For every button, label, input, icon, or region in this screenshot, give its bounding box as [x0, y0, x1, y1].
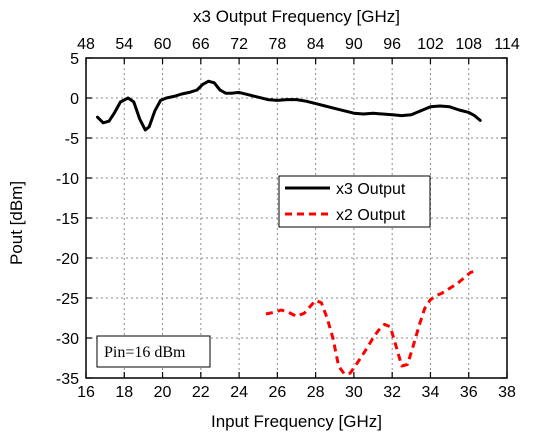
series-line-x3-output: [96, 79, 482, 132]
x-tick-label: 18: [115, 384, 133, 401]
legend: x3 Output x2 Output: [278, 175, 431, 228]
y-tick-label: -35: [56, 371, 79, 388]
x2-tick-label: 60: [154, 36, 172, 53]
x-tick-label: 36: [460, 384, 478, 401]
plot-series: [96, 79, 482, 376]
x-tick-label: 30: [345, 384, 363, 401]
x-tick-label: 16: [77, 384, 95, 401]
y-axis-title: Pout [dBm]: [7, 181, 26, 265]
y-tick-label: -20: [56, 251, 79, 268]
ticks: 16 18 20 22 24 26 28 30 32 34 36 38 48 54 60 66 72 78 84 90…: [56, 36, 520, 401]
x2-tick-label: 84: [307, 36, 325, 53]
x2-tick-label: 72: [230, 36, 248, 53]
x-tick-label: 34: [422, 384, 440, 401]
x2-tick-label: 48: [77, 36, 95, 53]
series-line-x2-output: [265, 269, 477, 376]
x2-tick-label: 108: [455, 36, 482, 53]
y-tick-label: 0: [70, 91, 79, 108]
annotation-text: Pin=16 dBm: [104, 344, 186, 361]
x-tick-label: 32: [383, 384, 401, 401]
y-tick-label: -25: [56, 291, 79, 308]
x2-tick-label: 54: [115, 36, 133, 53]
x2-tick-label: 66: [192, 36, 210, 53]
y-tick-label: 5: [70, 51, 79, 68]
annotation-frame: [96, 335, 211, 368]
x-tick-label: 28: [307, 384, 325, 401]
y-tick-label: -10: [56, 171, 79, 188]
legend-label-x2-output: x2 Output: [336, 207, 406, 224]
legend-box: [278, 175, 431, 228]
x2-tick-label: 78: [268, 36, 286, 53]
y-tick-label: -5: [65, 131, 79, 148]
legend-label-x3-output: x3 Output: [336, 181, 406, 198]
x2-tick-label: 96: [383, 36, 401, 53]
x-tick-label: 22: [192, 384, 210, 401]
x2-tick-label: 114: [494, 36, 520, 53]
annotation-box: Pin=16 dBm: [96, 335, 211, 368]
x-tick-label: 26: [268, 384, 286, 401]
x-tick-label: 38: [498, 384, 516, 401]
x2-tick-label: 102: [417, 36, 444, 53]
y-tick-label: -30: [56, 331, 79, 348]
x-tick-label: 24: [230, 384, 248, 401]
x2-axis-title: x3 Output Frequency [GHz]: [193, 7, 400, 26]
y-tick-label: -15: [56, 211, 79, 228]
x-axis-title: Input Frequency [GHz]: [211, 412, 382, 431]
x-tick-label: 20: [154, 384, 172, 401]
x2-tick-label: 90: [345, 36, 363, 53]
